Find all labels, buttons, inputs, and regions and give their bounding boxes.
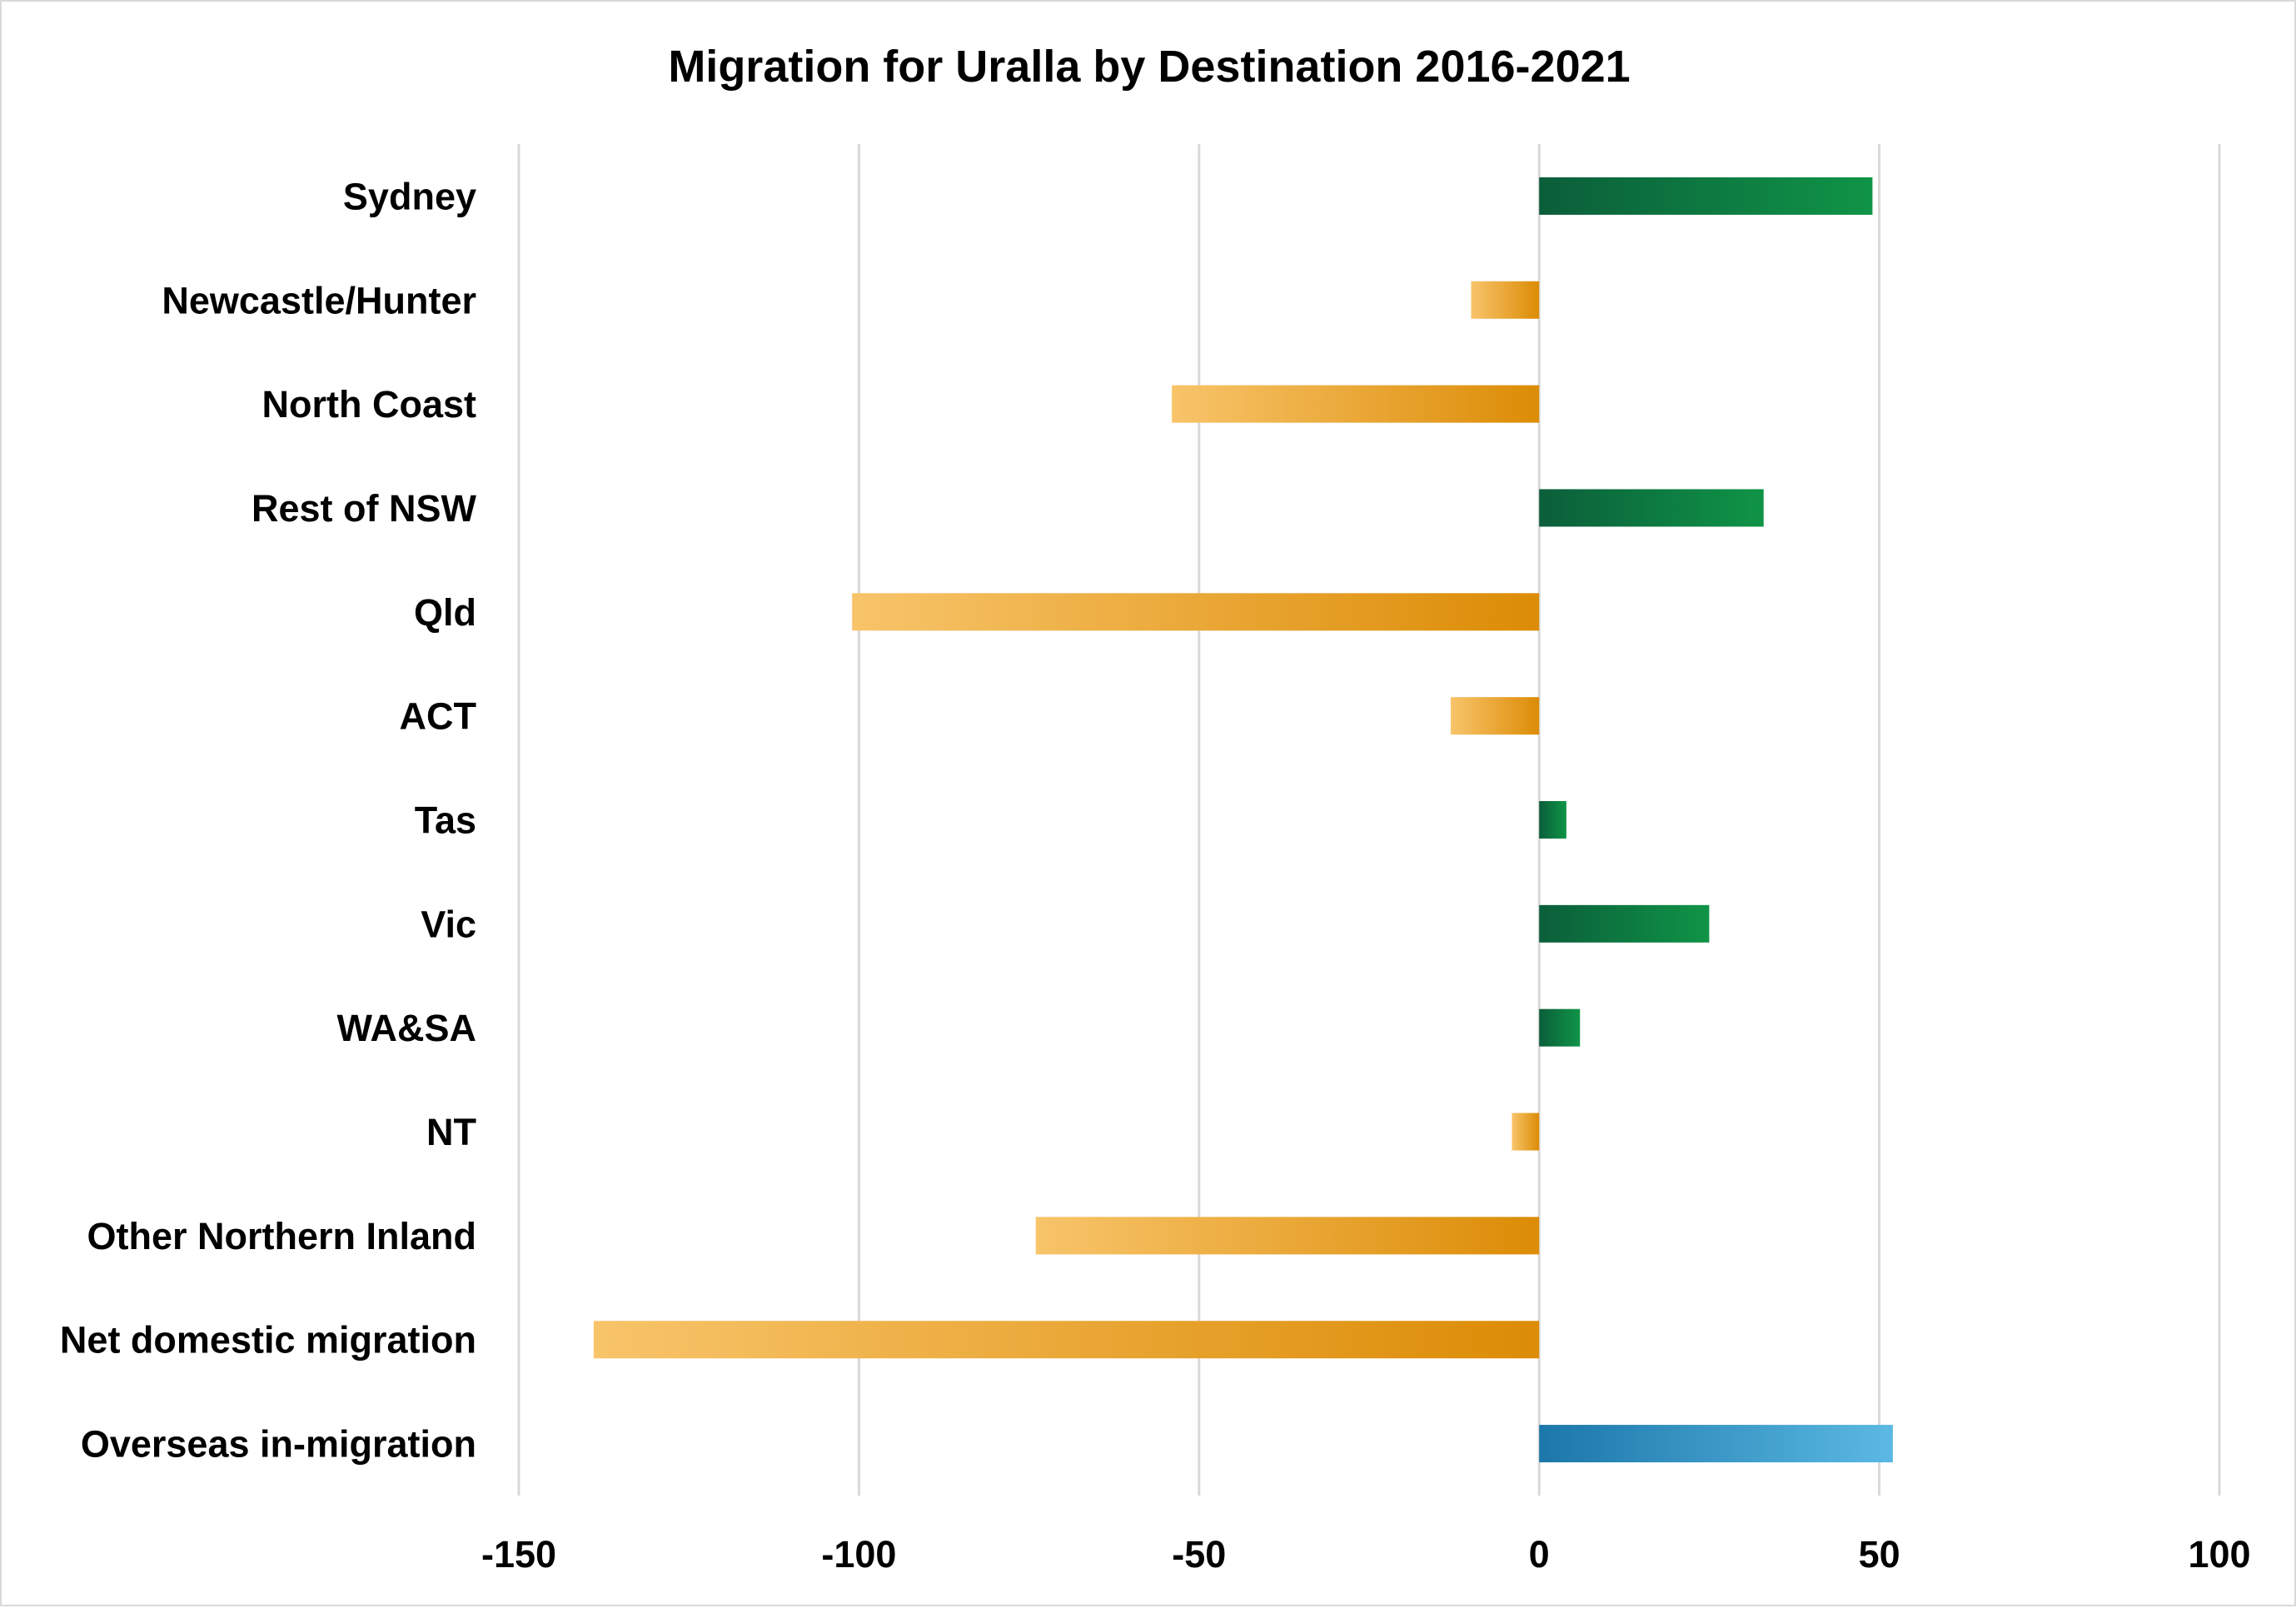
bar-overseas-in-migration (1539, 1425, 1893, 1463)
category-label: Newcastle/Hunter (162, 279, 476, 321)
bars (593, 177, 1893, 1463)
x-axis-tick-labels: -150 -100 -50 0 50 100 (481, 1533, 2251, 1576)
bar-vic (1539, 904, 1710, 943)
category-label: WA&SA (337, 1007, 477, 1049)
category-label: Qld (414, 591, 476, 634)
category-label: Overseas in-migration (81, 1423, 476, 1466)
category-label: Rest of NSW (252, 487, 477, 530)
category-label: Net domestic migration (60, 1319, 476, 1362)
x-tick-label: 100 (2188, 1533, 2250, 1576)
category-label: Vic (421, 903, 476, 945)
chart-title: Migration for Uralla by Destination 2016… (668, 42, 1630, 92)
x-tick-label: 50 (1859, 1533, 1900, 1576)
bar-sydney (1539, 177, 1873, 215)
category-label: Other Northern Inland (87, 1215, 476, 1257)
bar-tas (1539, 801, 1566, 839)
bar-newcastle-hunter (1471, 281, 1540, 319)
bar-qld (852, 593, 1540, 631)
category-labels: Sydney Newcastle/Hunter North Coast Rest of… (60, 175, 477, 1465)
gridlines (517, 144, 2221, 1496)
category-label: North Coast (262, 383, 477, 426)
bar-wa-sa (1539, 1008, 1581, 1047)
category-label: NT (426, 1111, 476, 1153)
bar-north-coast (1172, 385, 1540, 423)
bar-nt (1512, 1113, 1540, 1151)
x-tick-label: -100 (821, 1533, 896, 1576)
bar-act (1451, 697, 1540, 735)
category-label: Sydney (343, 175, 476, 217)
x-tick-label: -50 (1172, 1533, 1226, 1576)
bar-other-northern-inland (1035, 1217, 1540, 1255)
category-label: Tas (415, 799, 476, 842)
x-tick-label: -150 (481, 1533, 556, 1576)
bar-net-domestic-migration (593, 1321, 1540, 1359)
category-label: ACT (400, 695, 476, 738)
bar-rest-of-nsw (1539, 489, 1764, 527)
x-tick-label: 0 (1529, 1533, 1550, 1576)
